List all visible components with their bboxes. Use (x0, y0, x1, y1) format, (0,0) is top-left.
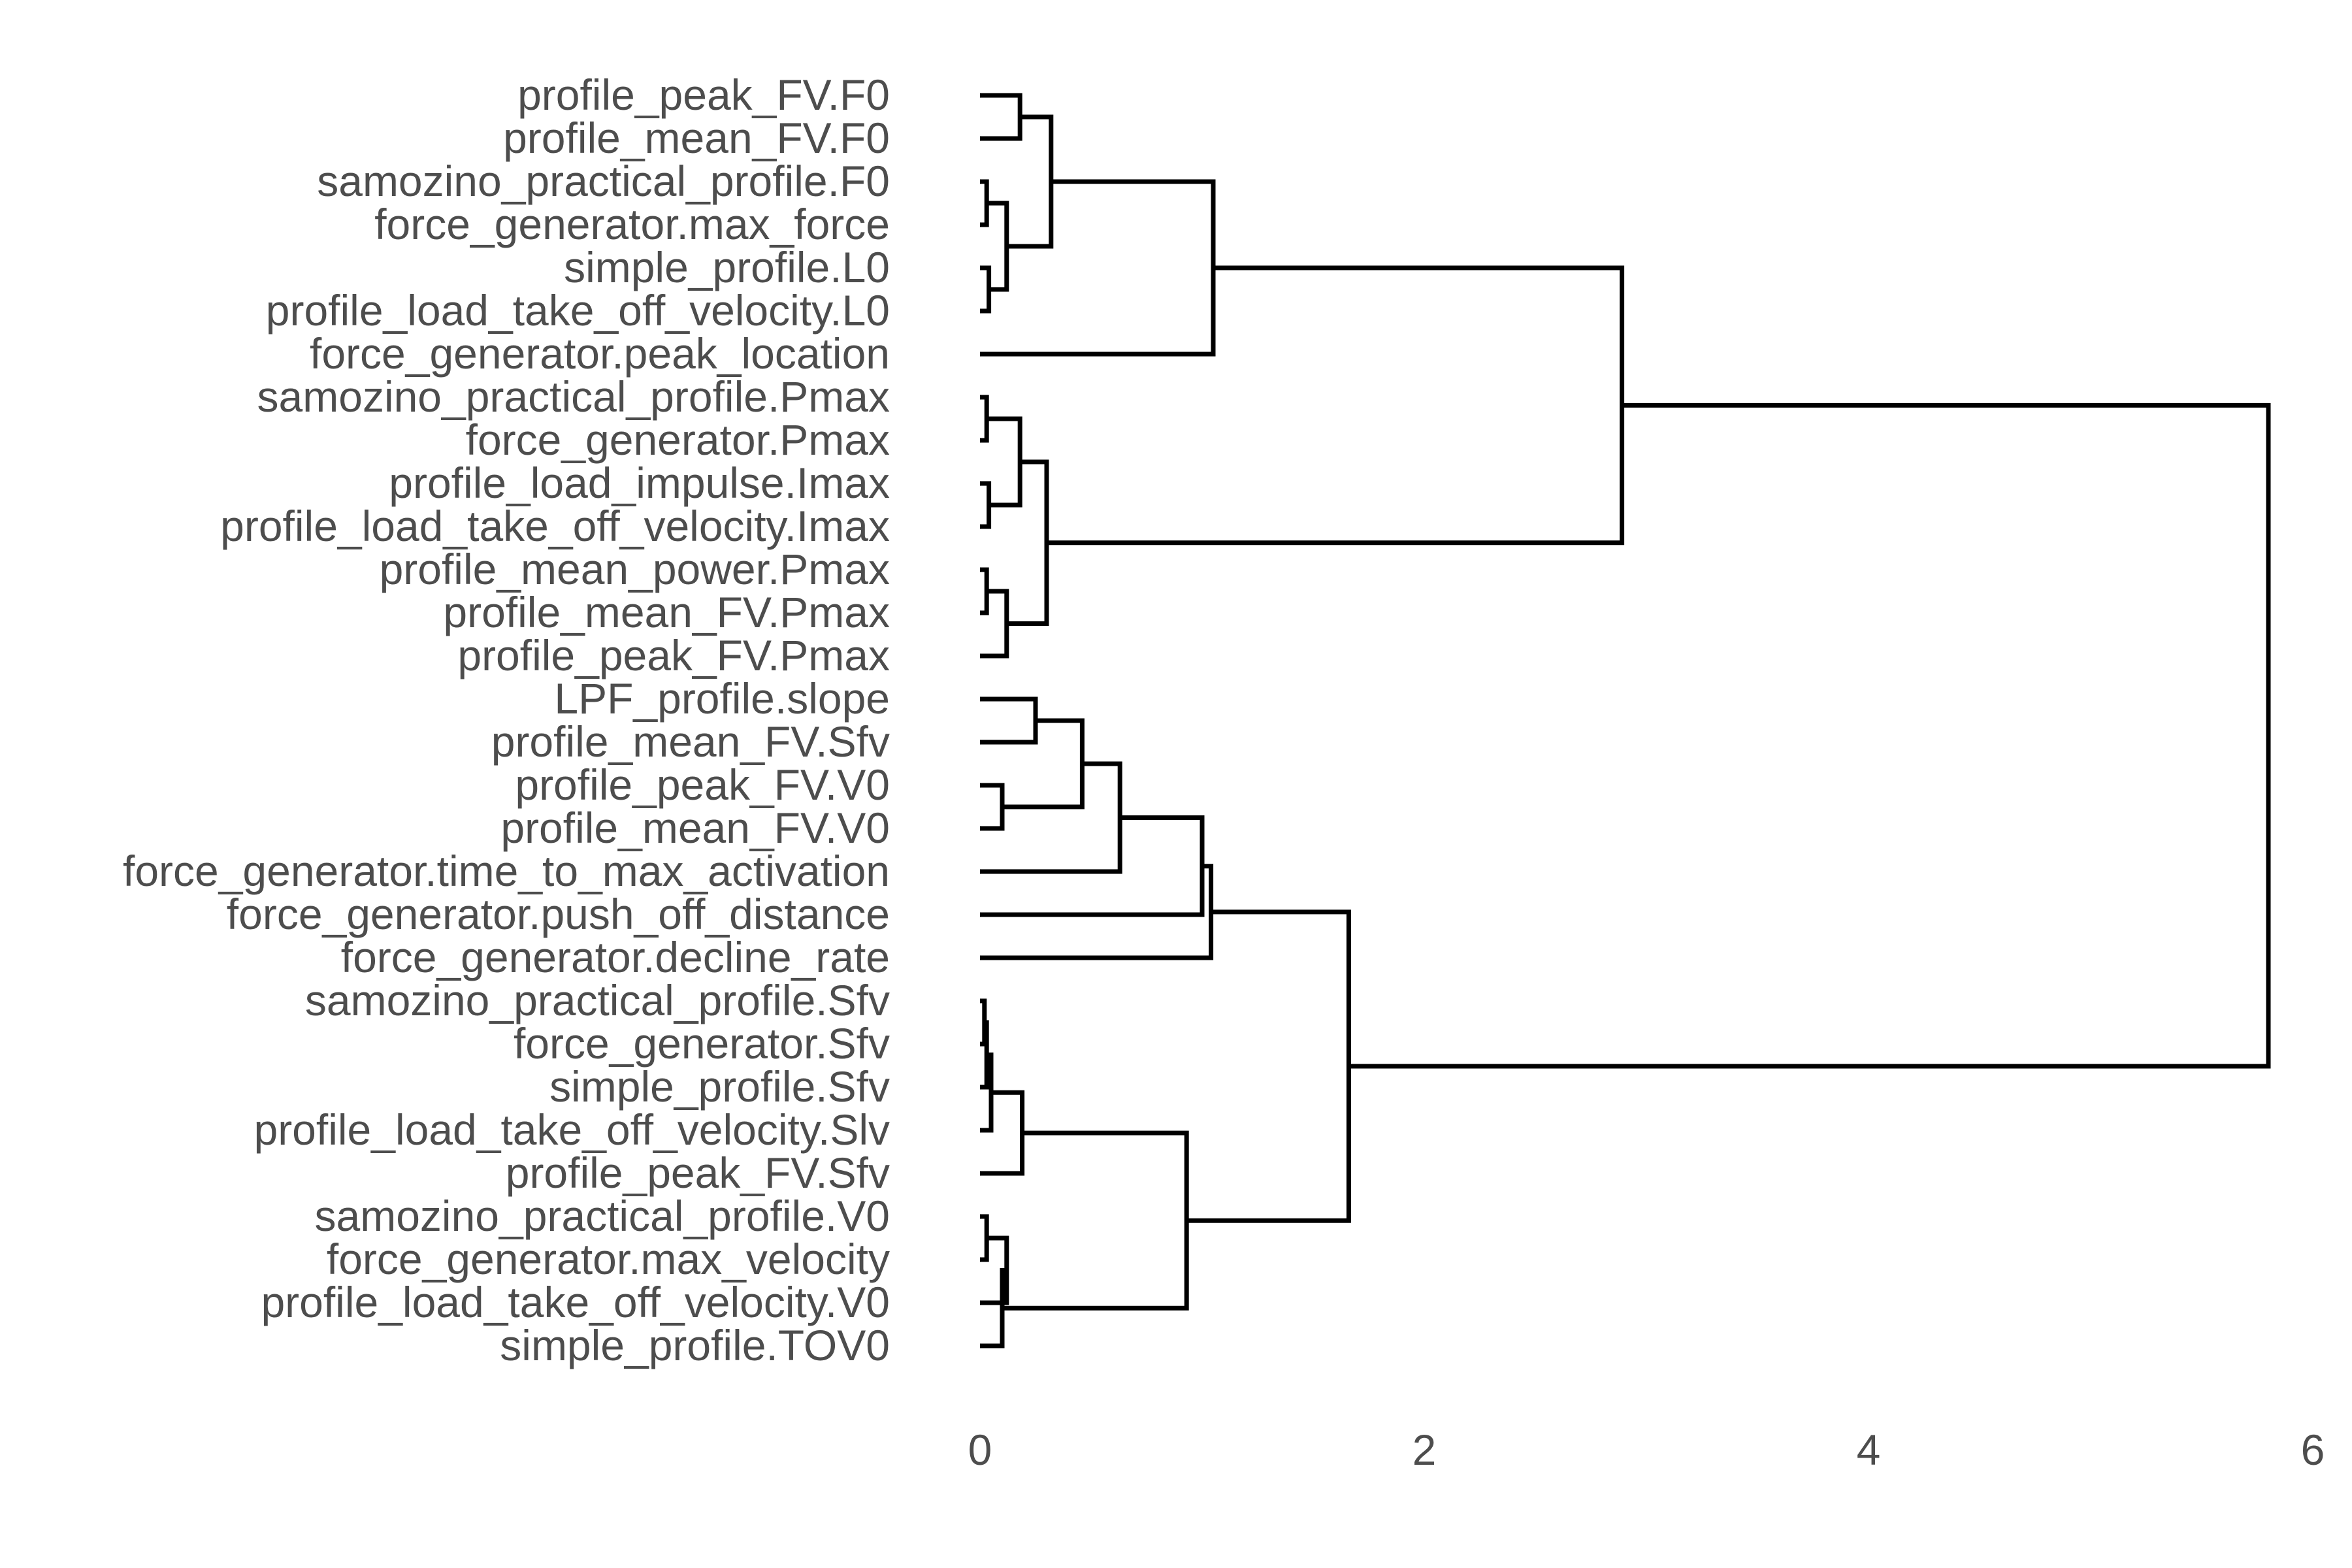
dendrogram-branch (980, 864, 1214, 960)
leaf-label: force_generator.max_force (374, 200, 890, 248)
leaf-label: profile_load_take_off_velocity.V0 (261, 1278, 890, 1326)
leaf-label: profile_mean_FV.Sfv (491, 717, 890, 766)
x-tick-label: 0 (968, 1426, 992, 1474)
dendrogram-branches (980, 93, 2271, 1348)
leaf-label: profile_load_take_off_velocity.Imax (220, 502, 890, 550)
dendrogram-branch (980, 815, 1205, 917)
leaf-label: simple_profile.L0 (564, 243, 890, 291)
leaf-label: profile_mean_power.Pmax (380, 545, 890, 593)
x-tick-label: 6 (2301, 1426, 2325, 1474)
leaf-label: force_generator.time_to_max_activation (123, 847, 890, 895)
leaf-label: force_generator.peak_location (310, 329, 890, 378)
leaf-label: samozino_practical_profile.Sfv (305, 976, 890, 1024)
leaf-label: profile_mean_FV.F0 (503, 114, 890, 162)
dendrogram-branch (980, 567, 989, 615)
dendrogram-branch (980, 1214, 989, 1262)
leaf-label: samozino_practical_profile.F0 (317, 157, 890, 205)
x-axis: 0 2 4 6 (968, 1426, 2325, 1474)
dendrogram-branch (1348, 402, 2271, 1069)
dendrogram-branch (980, 179, 989, 227)
dendrogram-branch (980, 481, 992, 529)
dendrogram-branch (980, 395, 989, 443)
leaf-label: profile_mean_FV.Pmax (443, 588, 890, 636)
dendrogram-branch (1047, 265, 1625, 546)
leaf-label: profile_load_take_off_velocity.L0 (266, 286, 890, 335)
leaf-label: samozino_practical_profile.Pmax (257, 372, 890, 421)
x-tick-label: 2 (1413, 1426, 1437, 1474)
leaf-label: profile_peak_FV.Pmax (457, 631, 890, 679)
leaf-label: simple_profile.Sfv (549, 1062, 890, 1111)
dendrogram-branch (987, 416, 1022, 508)
dendrogram-branch (980, 783, 1005, 831)
leaf-label: force_generator.decline_rate (341, 933, 890, 981)
leaf-label: force_generator.Pmax (466, 416, 890, 464)
leaf-label: force_generator.max_velocity (327, 1235, 890, 1283)
leaf-label: samozino_practical_profile.V0 (315, 1192, 890, 1240)
leaf-label: LPF_profile.slope (554, 674, 890, 723)
leaf-label: simple_profile.TOV0 (500, 1321, 890, 1369)
leaf-label: profile_load_impulse.Imax (389, 459, 890, 507)
dendrogram-branch (980, 93, 1022, 141)
leaf-label: profile_peak_FV.F0 (517, 71, 890, 119)
dendrogram-branch (1002, 1130, 1189, 1311)
leaf-label: profile_load_take_off_velocity.Slv (254, 1105, 890, 1154)
dendrogram-branch (980, 265, 992, 314)
dendrogram-branch (980, 179, 1216, 357)
leaf-label: profile_mean_FV.V0 (500, 804, 890, 852)
dendrogram-branch (1002, 718, 1085, 809)
dendrogram-branch (980, 589, 1009, 659)
dendrogram-branch (1006, 459, 1049, 626)
leaf-label: profile_peak_FV.V0 (515, 760, 890, 809)
leaf-labels: profile_peak_FV.F0profile_mean_FV.F0samo… (123, 71, 890, 1369)
dendrogram-branch (980, 696, 1038, 745)
dendrogram-branch (980, 1090, 1025, 1176)
leaf-label: profile_peak_FV.Sfv (506, 1149, 890, 1197)
x-tick-label: 4 (1857, 1426, 1881, 1474)
leaf-label: force_generator.push_off_distance (227, 890, 890, 938)
leaf-label: force_generator.Sfv (514, 1019, 890, 1068)
dendrogram-branch (980, 998, 987, 1047)
